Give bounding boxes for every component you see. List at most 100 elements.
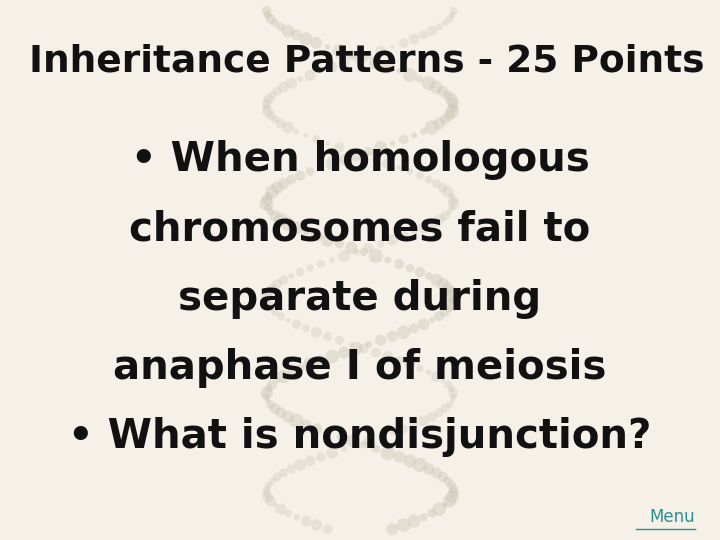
- Point: [265, 15, 276, 23]
- Point: [322, 43, 333, 51]
- Point: [448, 296, 459, 305]
- Point: [275, 215, 287, 224]
- Point: [447, 388, 459, 397]
- Point: [305, 71, 316, 79]
- Point: [322, 525, 333, 534]
- Point: [418, 224, 429, 232]
- Point: [310, 232, 322, 240]
- Point: [446, 300, 458, 308]
- Point: [404, 264, 415, 272]
- Point: [262, 107, 274, 116]
- Point: [431, 179, 442, 188]
- Point: [446, 191, 457, 200]
- Point: [275, 119, 287, 127]
- Point: [315, 453, 326, 461]
- Point: [326, 352, 338, 361]
- Point: [370, 348, 382, 357]
- Point: [351, 441, 362, 449]
- Point: [426, 509, 438, 517]
- Point: [448, 103, 459, 112]
- Point: [404, 71, 415, 79]
- Point: [333, 433, 345, 441]
- Point: [278, 83, 289, 91]
- Point: [446, 10, 458, 19]
- Point: [333, 240, 345, 248]
- Point: [414, 75, 426, 84]
- Point: [282, 316, 294, 325]
- Point: [358, 55, 369, 63]
- Point: [311, 328, 323, 336]
- Point: [408, 227, 420, 236]
- Point: [315, 260, 327, 268]
- Point: [351, 344, 362, 353]
- Point: [305, 167, 316, 176]
- Point: [291, 127, 302, 136]
- Point: [286, 79, 297, 87]
- Point: [387, 235, 398, 244]
- Point: [300, 517, 312, 525]
- Point: [346, 436, 357, 445]
- Point: [426, 123, 438, 132]
- Text: chromosomes fail to: chromosomes fail to: [130, 210, 590, 249]
- Point: [394, 453, 405, 461]
- Point: [269, 115, 281, 124]
- Point: [282, 219, 294, 228]
- Point: [269, 404, 281, 413]
- Point: [437, 376, 449, 385]
- Point: [266, 380, 278, 389]
- Point: [418, 31, 429, 39]
- Point: [305, 360, 316, 369]
- Point: [382, 449, 394, 457]
- Point: [346, 244, 357, 252]
- Point: [294, 364, 306, 373]
- Point: [262, 10, 274, 19]
- Point: [338, 444, 350, 453]
- Point: [363, 244, 374, 252]
- Point: [263, 95, 274, 104]
- Point: [433, 119, 445, 127]
- Point: [375, 143, 387, 152]
- Point: [446, 95, 457, 104]
- Point: [263, 481, 274, 489]
- Point: [387, 139, 398, 148]
- Point: [439, 308, 451, 316]
- Point: [437, 87, 449, 96]
- Point: [446, 384, 457, 393]
- Point: [310, 39, 322, 48]
- Point: [370, 252, 382, 260]
- Point: [286, 176, 297, 184]
- Point: [322, 139, 333, 148]
- Point: [269, 212, 281, 220]
- Point: [398, 39, 410, 48]
- Point: [311, 521, 323, 530]
- Point: [271, 280, 283, 288]
- Point: [444, 304, 455, 313]
- Point: [423, 464, 435, 473]
- Point: [262, 492, 274, 501]
- Point: [414, 268, 426, 276]
- Point: [275, 312, 287, 321]
- Point: [408, 324, 420, 333]
- Point: [338, 155, 350, 164]
- Point: [305, 264, 316, 272]
- Point: [351, 55, 362, 63]
- Point: [404, 167, 415, 176]
- Point: [315, 67, 327, 76]
- Point: [408, 35, 420, 43]
- Point: [263, 191, 274, 200]
- Point: [351, 151, 362, 160]
- Point: [300, 421, 312, 429]
- Point: [447, 195, 459, 204]
- Text: Menu: Menu: [649, 509, 695, 526]
- Point: [398, 135, 410, 144]
- Point: [311, 424, 323, 433]
- Point: [418, 320, 429, 328]
- Point: [265, 497, 276, 505]
- Point: [322, 428, 333, 437]
- Point: [263, 288, 274, 296]
- Point: [315, 356, 327, 364]
- Point: [363, 51, 374, 59]
- Point: [285, 368, 297, 377]
- Point: [404, 456, 415, 465]
- Point: [363, 436, 374, 445]
